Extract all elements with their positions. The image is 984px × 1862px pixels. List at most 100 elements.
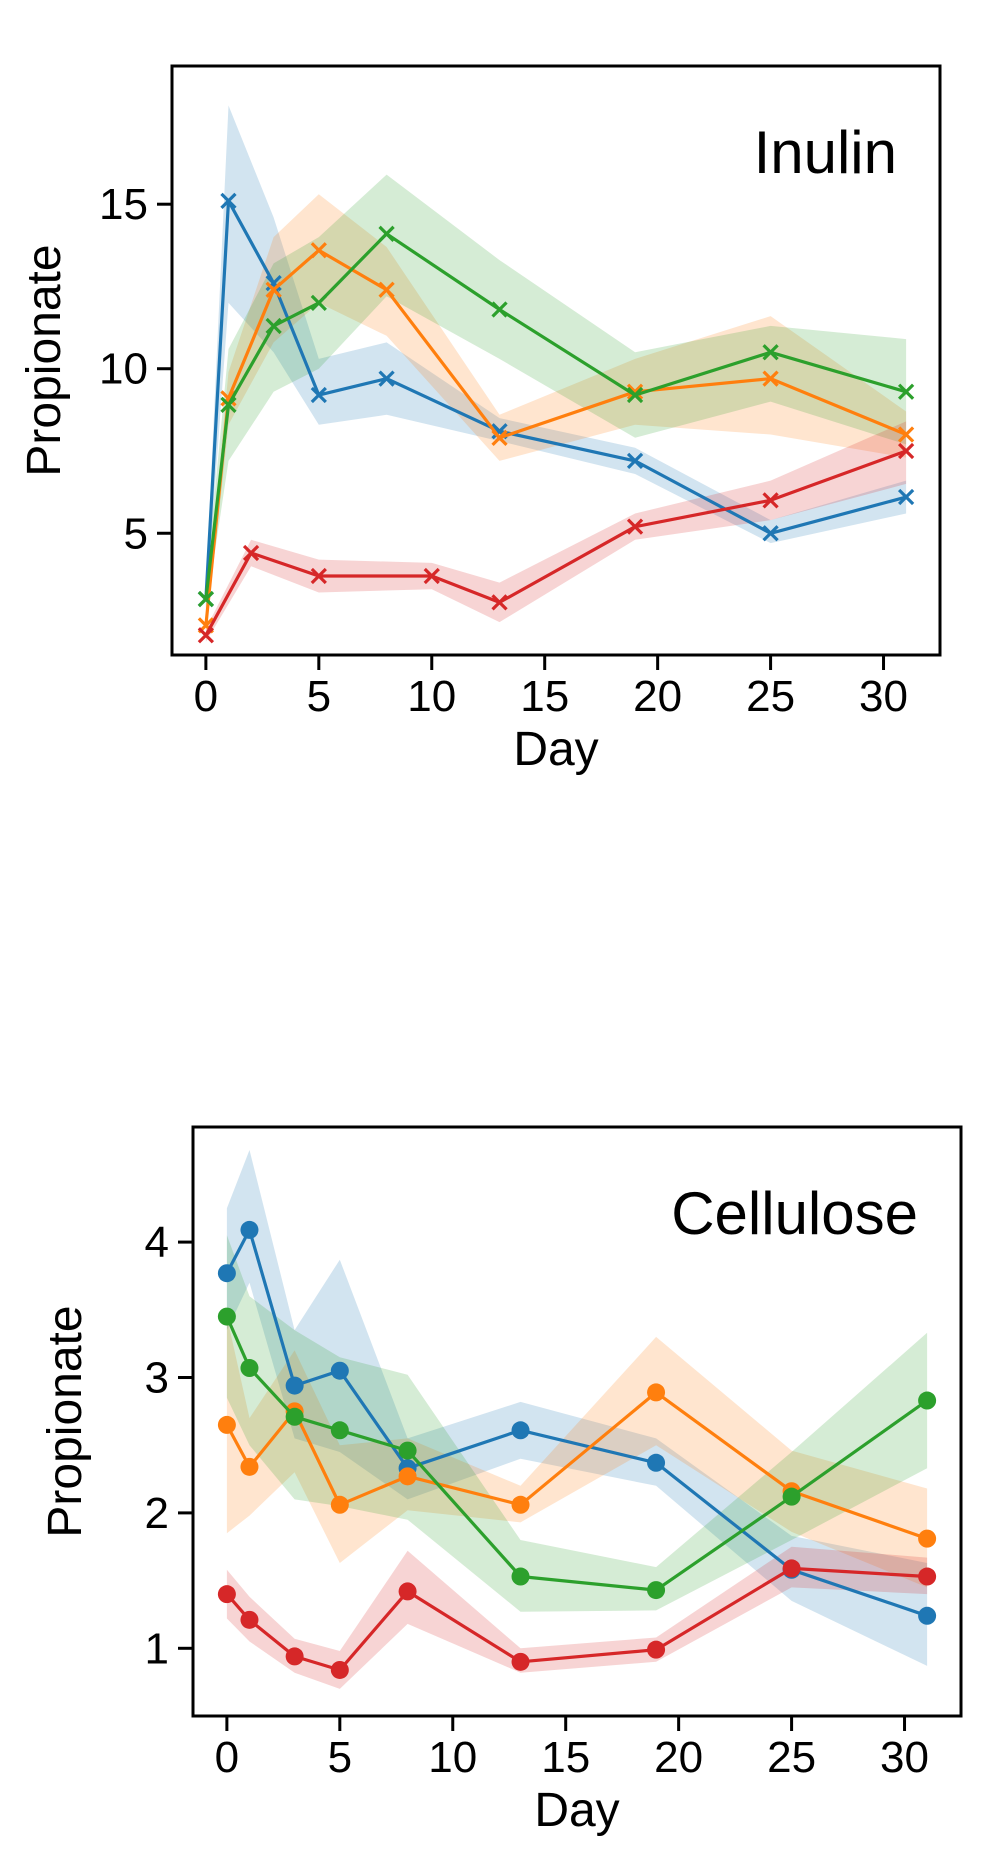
cellulose-orange-point xyxy=(647,1383,666,1402)
inulin-green-point xyxy=(220,396,237,414)
cellulose-blue-point xyxy=(511,1421,530,1440)
cellulose-red-point xyxy=(782,1559,801,1578)
inulin-orange-point xyxy=(310,242,327,259)
cellulose-red-point xyxy=(330,1660,349,1679)
inulin-green-point xyxy=(310,294,327,312)
cellulose-green-band xyxy=(226,1235,928,1612)
inulin-green-point xyxy=(626,386,644,404)
cellulose-orange-point xyxy=(330,1495,349,1514)
inulin-blue-point xyxy=(265,275,282,292)
cellulose-x-tick-label: 15 xyxy=(541,1733,590,1782)
cellulose-blue-point xyxy=(330,1361,349,1380)
inulin-green-point xyxy=(265,317,282,335)
inulin-orange-band xyxy=(205,194,907,636)
cellulose-red-point xyxy=(240,1610,259,1629)
cellulose-orange-point xyxy=(217,1415,236,1434)
cellulose-x-tick-label: 10 xyxy=(428,1733,477,1782)
inulin-blue-band xyxy=(205,105,907,609)
cellulose-green-point xyxy=(647,1581,666,1600)
inulin-green-point xyxy=(897,383,915,400)
inulin-x-tick-label: 20 xyxy=(633,672,682,721)
inulin-x-tick-label: 5 xyxy=(307,672,331,721)
cellulose-y-tick-label: 3 xyxy=(145,1353,169,1402)
cellulose-red-point xyxy=(647,1640,666,1659)
inulin-red-point xyxy=(762,492,779,509)
cellulose-y-tick-label: 2 xyxy=(145,1489,169,1538)
cellulose-x-tick-label: 0 xyxy=(215,1733,239,1782)
cellulose-orange-point xyxy=(240,1457,259,1476)
inulin-red-point xyxy=(626,518,644,535)
cellulose-x-tick-label: 20 xyxy=(654,1733,703,1782)
inulin-blue-point xyxy=(897,488,915,506)
cellulose-orange-point xyxy=(918,1529,937,1548)
inulin-x-tick-label: 15 xyxy=(520,672,569,721)
cellulose-blue-point xyxy=(285,1376,304,1395)
inulin-x-tick-label: 25 xyxy=(746,672,795,721)
cellulose-blue-point xyxy=(240,1220,259,1239)
inulin-y-tick-label: 15 xyxy=(99,180,148,229)
inulin-red-point xyxy=(491,594,508,611)
inulin-green-point xyxy=(491,301,508,318)
inulin-orange-point xyxy=(491,429,508,446)
inulin-blue-point xyxy=(310,386,327,404)
cellulose-orange-point xyxy=(511,1495,530,1514)
inulin-plot-frame xyxy=(170,64,942,657)
inulin-green-point xyxy=(197,590,215,608)
cellulose-chart-title: Cellulose xyxy=(671,1180,918,1247)
cellulose-y-tick-label: 4 xyxy=(145,1218,169,1267)
inulin-y-tick-label: 10 xyxy=(99,345,148,394)
inulin-orange-point xyxy=(897,426,915,443)
inulin-orange-point xyxy=(378,281,395,298)
inulin-blue-point xyxy=(220,192,237,210)
inulin-y-axis-label: Propionate xyxy=(18,244,71,476)
cellulose-red-point xyxy=(511,1652,530,1671)
cellulose-orange-point xyxy=(398,1467,417,1486)
cellulose-y-tick-label: 1 xyxy=(145,1624,169,1673)
inulin-y-tick-label: 5 xyxy=(124,509,148,558)
inulin-orange-point xyxy=(265,281,282,298)
inulin-blue-point xyxy=(626,452,644,469)
cellulose-red-point xyxy=(398,1582,417,1601)
cellulose-blue-point xyxy=(918,1606,937,1625)
cellulose-red-point xyxy=(217,1585,236,1604)
cellulose-red-band xyxy=(226,1546,928,1689)
cellulose-plot-frame xyxy=(191,1125,963,1718)
cellulose-y-axis-label: Propionate xyxy=(39,1305,92,1537)
inulin-red-point xyxy=(423,567,440,585)
inulin-x-tick-label: 0 xyxy=(194,672,218,721)
inulin-blue-point xyxy=(378,370,395,387)
cellulose-blue-point xyxy=(217,1264,236,1283)
cellulose-x-tick-label: 5 xyxy=(328,1733,352,1782)
cellulose-red-point xyxy=(285,1647,304,1666)
cellulose-chart: 0 5 10 15 20 25 30 1 2 3 4 Day Propionate Cellulose xyxy=(39,1125,963,1837)
cellulose-green-point xyxy=(511,1567,530,1586)
cellulose-x-axis-label: Day xyxy=(534,1784,619,1837)
inulin-red-point xyxy=(197,627,215,644)
inulin-green-point xyxy=(378,225,395,242)
inulin-orange-point xyxy=(626,383,644,400)
inulin-x-axis-label: Day xyxy=(513,723,598,776)
cellulose-green-point xyxy=(285,1407,304,1426)
inulin-red-band xyxy=(205,421,907,642)
cellulose-green-point xyxy=(782,1487,801,1506)
cellulose-red-point xyxy=(918,1567,937,1586)
inulin-red-point xyxy=(242,544,260,562)
inulin-blue-point xyxy=(762,525,779,542)
cellulose-orange-band xyxy=(226,1316,928,1588)
cellulose-green-point xyxy=(240,1359,259,1378)
inulin-x-tick-label: 10 xyxy=(407,672,456,721)
cellulose-x-tick-label: 25 xyxy=(767,1733,816,1782)
cellulose-green-point xyxy=(330,1421,349,1440)
cellulose-green-point xyxy=(918,1391,937,1410)
inulin-chart-title: Inulin xyxy=(754,119,897,186)
inulin-orange-point xyxy=(762,370,779,387)
inulin-green-point xyxy=(762,344,779,361)
inulin-red-point xyxy=(310,567,327,585)
cellulose-green-point xyxy=(217,1307,236,1326)
inulin-x-tick-label: 30 xyxy=(859,672,908,721)
inulin-red-line xyxy=(204,449,907,637)
inulin-red-point xyxy=(897,442,915,460)
cellulose-x-tick-label: 30 xyxy=(880,1733,929,1782)
